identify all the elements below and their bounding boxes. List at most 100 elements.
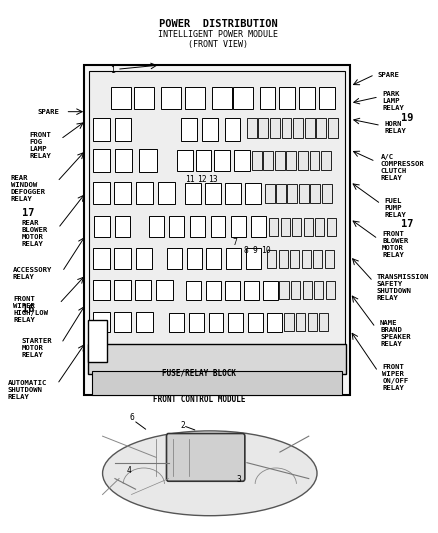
Bar [275, 184, 285, 203]
Bar [185, 87, 205, 109]
Bar [214, 150, 230, 171]
Bar [310, 184, 320, 203]
Bar [281, 117, 291, 138]
Text: 3: 3 [236, 475, 240, 484]
FancyBboxPatch shape [166, 433, 244, 481]
Bar [205, 183, 220, 204]
Bar [114, 312, 131, 332]
Bar [264, 184, 274, 203]
Text: STARTER
MOTOR
RELAY: STARTER MOTOR RELAY [21, 338, 52, 358]
Text: SPARE: SPARE [377, 71, 399, 78]
Bar [278, 249, 287, 268]
Text: FRONT CONTROL MODULE: FRONT CONTROL MODULE [153, 394, 245, 403]
Bar [247, 313, 262, 332]
Bar [158, 182, 174, 205]
Bar [245, 183, 260, 204]
Text: HORN
RELAY: HORN RELAY [384, 121, 406, 134]
Text: 17: 17 [401, 219, 413, 229]
Bar [93, 118, 110, 141]
Bar [160, 87, 180, 109]
Bar [92, 371, 341, 395]
Text: 6: 6 [129, 413, 134, 422]
Bar [139, 149, 156, 172]
Text: 8: 8 [243, 246, 248, 255]
Bar [136, 312, 152, 332]
Bar [284, 313, 293, 331]
Bar [114, 280, 131, 301]
Text: FRONT
FOG
LAMP
RELAY: FRONT FOG LAMP RELAY [29, 132, 51, 159]
Text: 19: 19 [401, 113, 413, 123]
Text: REAR
WINDOW
DEFOGGER
RELAY: REAR WINDOW DEFOGGER RELAY [11, 174, 46, 201]
Text: 1: 1 [110, 66, 115, 75]
Text: TRANSMISSION
SAFETY
SHUTDOWN
RELAY: TRANSMISSION SAFETY SHUTDOWN RELAY [376, 274, 428, 301]
Text: FUEL
PUMP
RELAY: FUEL PUMP RELAY [384, 198, 406, 218]
Text: 10: 10 [260, 246, 270, 255]
Bar [266, 249, 276, 268]
Bar [290, 249, 299, 268]
Bar [232, 87, 252, 109]
Bar [244, 281, 259, 300]
Text: 17: 17 [22, 208, 35, 219]
Text: NAME
BRAND
SPEAKER
RELAY: NAME BRAND SPEAKER RELAY [379, 320, 410, 347]
Text: ACCESSORY
RELAY: ACCESSORY RELAY [13, 267, 52, 280]
Bar [115, 118, 131, 141]
Bar [136, 182, 152, 205]
Bar [93, 312, 110, 332]
Bar [186, 248, 201, 269]
Text: SPARE: SPARE [37, 109, 59, 115]
Text: 4: 4 [127, 466, 131, 475]
Text: 16: 16 [22, 304, 35, 314]
Bar [326, 217, 335, 236]
Bar [208, 313, 223, 332]
Bar [297, 151, 307, 170]
Bar [89, 71, 344, 367]
Bar [290, 281, 300, 300]
Bar [246, 117, 256, 138]
Bar [226, 248, 240, 269]
Bar [212, 87, 232, 109]
Bar [280, 217, 289, 236]
Bar [201, 118, 217, 141]
Bar [307, 313, 316, 331]
Bar [228, 313, 243, 332]
Bar [195, 150, 211, 171]
Bar [190, 216, 205, 237]
Text: 13: 13 [208, 174, 218, 183]
Bar [327, 117, 337, 138]
Bar [318, 87, 334, 109]
Bar [251, 216, 265, 237]
Bar [210, 216, 225, 237]
Bar [321, 151, 330, 170]
Bar [114, 182, 131, 205]
Ellipse shape [102, 431, 316, 516]
Text: POWER  DISTRIBUTION: POWER DISTRIBUTION [158, 19, 277, 29]
Bar [225, 183, 240, 204]
Bar [84, 65, 349, 395]
Bar [279, 281, 288, 300]
Bar [298, 184, 308, 203]
Bar [324, 249, 333, 268]
Bar [167, 248, 182, 269]
Bar [295, 313, 304, 331]
Bar [299, 87, 314, 109]
Bar [177, 150, 192, 171]
Bar [292, 217, 300, 236]
Text: PARK
LAMP
RELAY: PARK LAMP RELAY [381, 91, 403, 111]
Bar [325, 281, 334, 300]
Bar [313, 249, 321, 268]
Bar [246, 248, 260, 269]
Text: A/C
COMPRESSOR
CLUTCH
RELAY: A/C COMPRESSOR CLUTCH RELAY [380, 155, 424, 181]
Text: (FRONT VIEW): (FRONT VIEW) [187, 41, 247, 50]
Bar [114, 248, 131, 269]
Bar [318, 313, 327, 331]
Bar [148, 216, 163, 237]
Bar [205, 281, 220, 300]
Bar [269, 117, 279, 138]
Bar [189, 313, 204, 332]
Bar [303, 217, 312, 236]
Bar [114, 216, 130, 237]
Bar [181, 118, 197, 141]
Bar [279, 87, 294, 109]
Text: INTELLIGENT POWER MODULE: INTELLIGENT POWER MODULE [158, 30, 277, 39]
Text: FRONT
WIPER
ON/OFF
RELAY: FRONT WIPER ON/OFF RELAY [381, 364, 407, 391]
